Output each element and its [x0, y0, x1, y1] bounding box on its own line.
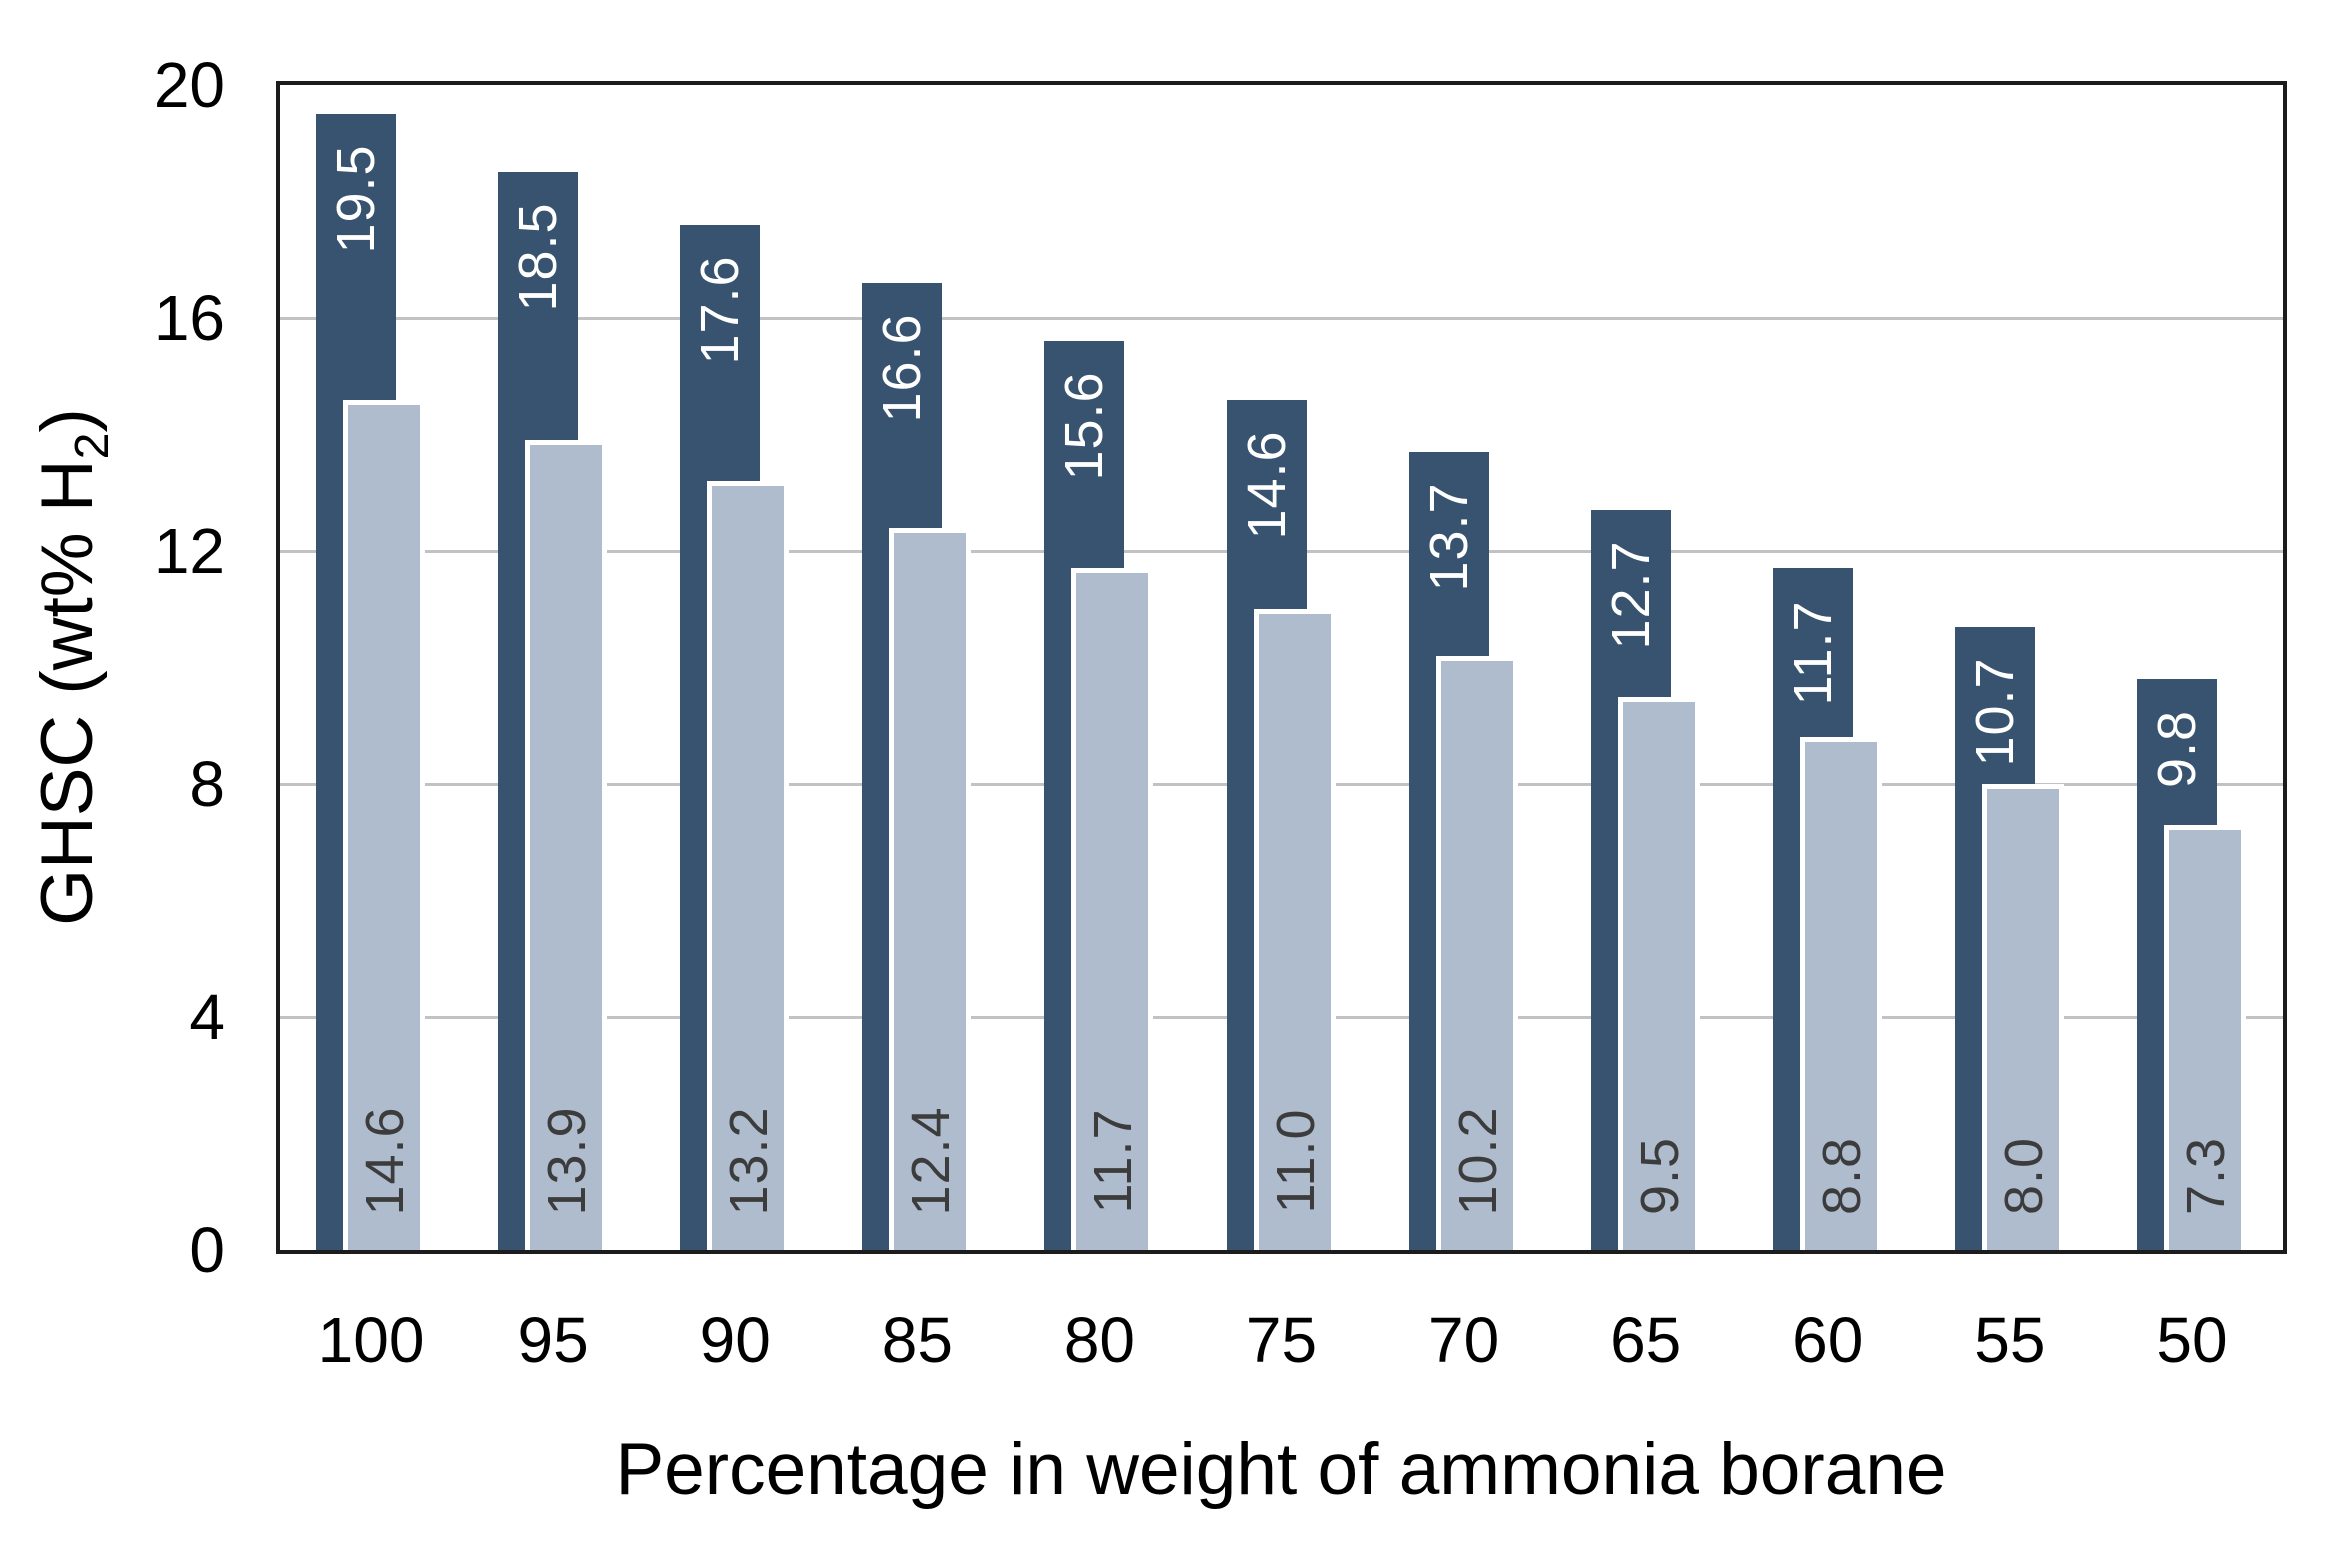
- y-axis-title-main: GHSC (wt% H: [27, 459, 109, 926]
- light-bar-60: [1799, 737, 1882, 1250]
- light-bar-value-80: 11.7: [1083, 1108, 1144, 1214]
- dark-bar-value-95: 18.5: [508, 202, 569, 312]
- y-tick-label-0: 0: [189, 1214, 225, 1286]
- light-bar-95: [525, 440, 608, 1250]
- light-bar-value-100: 14.6: [355, 1106, 416, 1216]
- light-bar-value-65: 9.5: [1629, 1136, 1690, 1216]
- y-tick-label-16: 16: [153, 282, 225, 354]
- x-tick-label-75: 75: [1245, 1304, 1318, 1376]
- y-tick-label-20: 20: [153, 49, 225, 121]
- x-tick-label-95: 95: [517, 1304, 589, 1376]
- light-bar-value-95: 13.9: [537, 1106, 598, 1216]
- dark-bar-value-90: 17.6: [690, 255, 751, 365]
- x-tick-label-60: 60: [1792, 1304, 1864, 1376]
- x-tick-label-65: 65: [1610, 1304, 1682, 1376]
- y-axis-title: GHSC (wt% H2): [26, 408, 120, 926]
- x-tick-label-80: 80: [1063, 1304, 1135, 1376]
- light-bar-90: [707, 481, 790, 1250]
- dark-bar-value-100: 19.5: [326, 144, 387, 254]
- light-bar-value-55: 8.0: [1993, 1136, 2054, 1216]
- dark-bar-value-70: 13.7: [1418, 482, 1479, 592]
- light-bar-85: [889, 527, 972, 1250]
- light-bar-value-85: 12.4: [901, 1106, 962, 1216]
- dark-bar-value-75: 14.6: [1236, 429, 1297, 540]
- x-tick-label-50: 50: [2156, 1304, 2228, 1376]
- dark-bar-value-65: 12.7: [1600, 540, 1661, 650]
- y-axis-title-end: ): [27, 408, 109, 433]
- x-tick-label-90: 90: [699, 1304, 771, 1376]
- x-tick-label-85: 85: [881, 1304, 953, 1376]
- x-axis-title: Percentage in weight of ammonia borane: [615, 1429, 1947, 1510]
- light-bar-100: [343, 399, 426, 1250]
- light-bar-65: [1617, 696, 1700, 1250]
- light-bar-value-90: 13.2: [719, 1106, 780, 1216]
- light-bar-70: [1435, 655, 1518, 1250]
- y-tick-label-4: 4: [189, 981, 225, 1053]
- light-bar-55: [1981, 784, 2064, 1250]
- y-tick-label-8: 8: [189, 748, 225, 820]
- x-tick-label-100: 100: [317, 1304, 425, 1376]
- light-bar-value-50: 7.3: [2175, 1136, 2236, 1216]
- light-bar-value-60: 8.8: [1811, 1136, 1872, 1216]
- light-bar-50: [2163, 824, 2246, 1250]
- dark-bar-value-50: 9.8: [2146, 710, 2207, 789]
- y-axis-title-subscript: 2: [64, 432, 119, 460]
- light-bar-75: [1253, 609, 1336, 1250]
- x-tick-label-55: 55: [1974, 1304, 2046, 1376]
- x-tick-label-70: 70: [1427, 1304, 1500, 1376]
- y-tick-label-12: 12: [153, 515, 225, 587]
- dark-bar-value-55: 10.7: [1964, 657, 2025, 767]
- light-bar-80: [1071, 568, 1154, 1250]
- dark-bar-value-60: 11.7: [1782, 600, 1843, 707]
- light-bar-value-75: 11.0: [1265, 1108, 1326, 1214]
- light-bar-value-70: 10.2: [1447, 1106, 1508, 1216]
- dark-bar-value-85: 16.6: [872, 313, 933, 423]
- gridline-16: [280, 317, 2283, 320]
- dark-bar-value-80: 15.6: [1054, 371, 1115, 481]
